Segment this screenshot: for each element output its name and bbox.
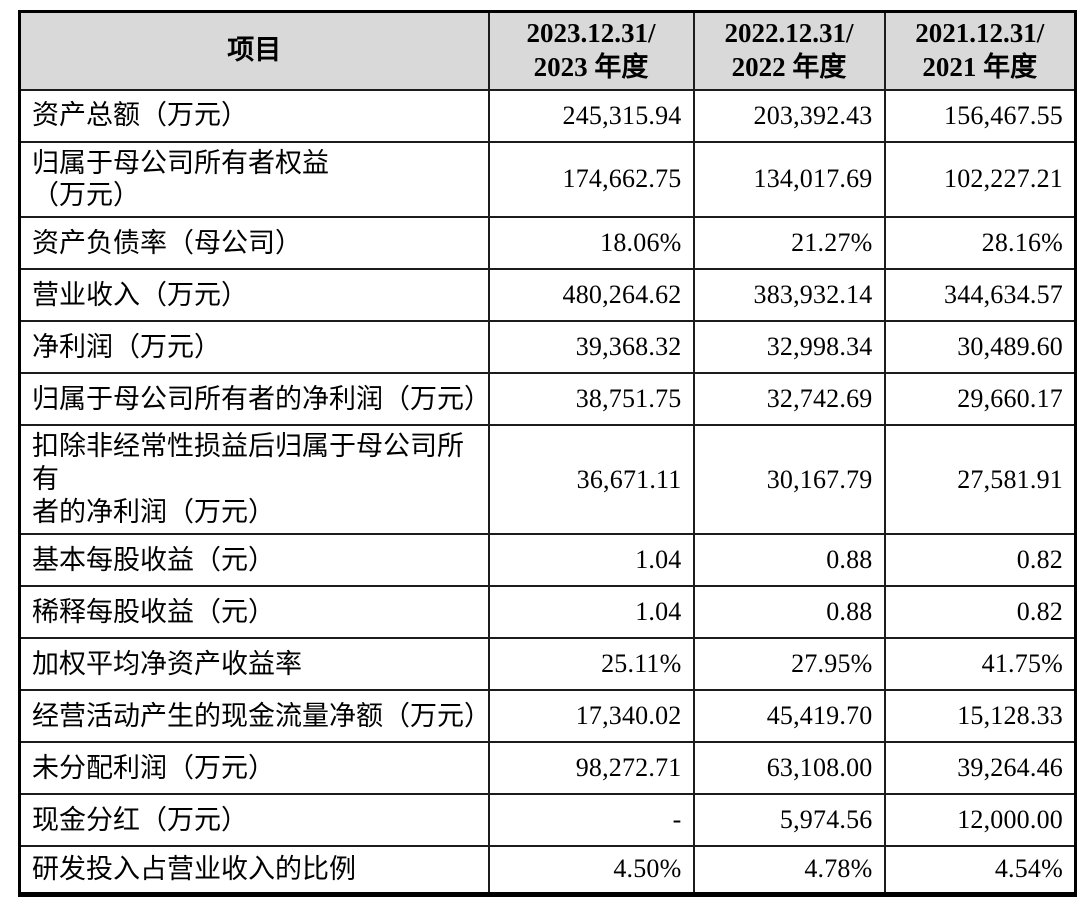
column-header-2021: 2021.12.31/ 2021 年度 [883, 10, 1077, 91]
value-cell: 27.95% [692, 637, 886, 692]
row-label: 研发投入占营业收入的比例 [18, 845, 490, 896]
value-cell: 38,751.75 [487, 372, 695, 427]
value-cell: 156,467.55 [883, 88, 1077, 143]
value-cell: 383,932.14 [692, 268, 886, 323]
value-cell: 63,108.00 [692, 741, 886, 796]
value-cell: 480,264.62 [487, 268, 695, 323]
table-row: 基本每股收益（元） 1.04 0.88 0.82 [18, 533, 1077, 588]
column-header-2022: 2022.12.31/ 2022 年度 [692, 10, 886, 91]
table-row: 归属于母公司所有者权益 （万元） 174,662.75 134,017.69 1… [18, 140, 1077, 219]
row-label: 稀释每股收益（元） [18, 585, 490, 640]
value-cell: 29,660.17 [883, 372, 1077, 427]
table-row: 现金分红（万元） - 5,974.56 12,000.00 [18, 793, 1077, 848]
value-cell: 30,489.60 [883, 320, 1077, 375]
value-cell: 27,581.91 [883, 424, 1077, 536]
value-cell: 18.06% [487, 216, 695, 271]
value-cell: 0.88 [692, 533, 886, 588]
financial-summary-table: 项目 2023.12.31/ 2023 年度 2022.12.31/ 2022 … [18, 10, 1077, 897]
value-cell: 32,998.34 [692, 320, 886, 375]
value-cell: 102,227.21 [883, 140, 1077, 219]
row-label: 经营活动产生的现金流量净额（万元） [18, 689, 490, 744]
row-label: 归属于母公司所有者的净利润（万元） [18, 372, 490, 427]
table-row: 净利润（万元） 39,368.32 32,998.34 30,489.60 [18, 320, 1077, 375]
value-cell: 25.11% [487, 637, 695, 692]
value-cell: 12,000.00 [883, 793, 1077, 848]
value-cell: 41.75% [883, 637, 1077, 692]
row-label: 资产负债率（母公司） [18, 216, 490, 271]
value-cell: 0.82 [883, 533, 1077, 588]
value-cell: 30,167.79 [692, 424, 886, 536]
value-cell: - [487, 793, 695, 848]
value-cell: 1.04 [487, 533, 695, 588]
value-cell: 45,419.70 [692, 689, 886, 744]
row-label: 资产总额（万元） [18, 88, 490, 143]
row-label: 基本每股收益（元） [18, 533, 490, 588]
header-row: 项目 2023.12.31/ 2023 年度 2022.12.31/ 2022 … [18, 10, 1077, 91]
value-cell: 4.50% [487, 845, 695, 896]
table-row: 营业收入（万元） 480,264.62 383,932.14 344,634.5… [18, 268, 1077, 323]
value-cell: 98,272.71 [487, 741, 695, 796]
table-row: 资产负债率（母公司） 18.06% 21.27% 28.16% [18, 216, 1077, 271]
value-cell: 28.16% [883, 216, 1077, 271]
row-label: 加权平均净资产收益率 [18, 637, 490, 692]
table-row: 资产总额（万元） 245,315.94 203,392.43 156,467.5… [18, 88, 1077, 143]
row-label: 营业收入（万元） [18, 268, 490, 323]
table-row: 归属于母公司所有者的净利润（万元） 38,751.75 32,742.69 29… [18, 372, 1077, 427]
value-cell: 36,671.11 [487, 424, 695, 536]
table-row: 经营活动产生的现金流量净额（万元） 17,340.02 45,419.70 15… [18, 689, 1077, 744]
value-cell: 0.82 [883, 585, 1077, 640]
value-cell: 174,662.75 [487, 140, 695, 219]
value-cell: 17,340.02 [487, 689, 695, 744]
row-label: 现金分红（万元） [18, 793, 490, 848]
row-label: 未分配利润（万元） [18, 741, 490, 796]
value-cell: 4.54% [883, 845, 1077, 896]
table-row: 加权平均净资产收益率 25.11% 27.95% 41.75% [18, 637, 1077, 692]
row-label: 归属于母公司所有者权益 （万元） [18, 140, 490, 219]
table-row: 未分配利润（万元） 98,272.71 63,108.00 39,264.46 [18, 741, 1077, 796]
value-cell: 245,315.94 [487, 88, 695, 143]
row-label: 净利润（万元） [18, 320, 490, 375]
value-cell: 134,017.69 [692, 140, 886, 219]
value-cell: 344,634.57 [883, 268, 1077, 323]
value-cell: 15,128.33 [883, 689, 1077, 744]
column-header-2023: 2023.12.31/ 2023 年度 [487, 10, 695, 91]
value-cell: 5,974.56 [692, 793, 886, 848]
value-cell: 0.88 [692, 585, 886, 640]
value-cell: 203,392.43 [692, 88, 886, 143]
row-label: 扣除非经常性损益后归属于母公司所有 者的净利润（万元） [18, 424, 490, 536]
value-cell: 4.78% [692, 845, 886, 896]
financial-summary-table-container: 项目 2023.12.31/ 2023 年度 2022.12.31/ 2022 … [18, 10, 1077, 897]
value-cell: 1.04 [487, 585, 695, 640]
value-cell: 39,368.32 [487, 320, 695, 375]
value-cell: 32,742.69 [692, 372, 886, 427]
value-cell: 21.27% [692, 216, 886, 271]
table-row: 研发投入占营业收入的比例 4.50% 4.78% 4.54% [18, 845, 1077, 896]
column-header-item: 项目 [18, 10, 490, 91]
table-row: 稀释每股收益（元） 1.04 0.88 0.82 [18, 585, 1077, 640]
value-cell: 39,264.46 [883, 741, 1077, 796]
table-row: 扣除非经常性损益后归属于母公司所有 者的净利润（万元） 36,671.11 30… [18, 424, 1077, 536]
